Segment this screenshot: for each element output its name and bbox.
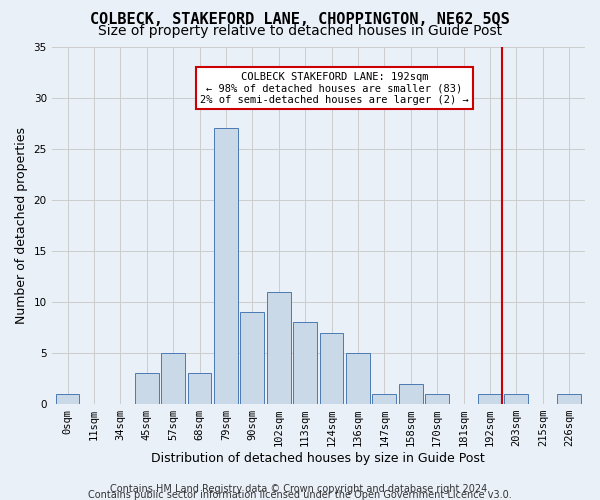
Bar [346,353,370,404]
Bar [214,128,238,404]
X-axis label: Distribution of detached houses by size in Guide Post: Distribution of detached houses by size … [151,452,485,465]
Bar [293,322,317,404]
Text: Contains HM Land Registry data © Crown copyright and database right 2024.: Contains HM Land Registry data © Crown c… [110,484,490,494]
Bar [373,394,396,404]
Text: COLBECK STAKEFORD LANE: 192sqm
← 98% of detached houses are smaller (83)
2% of s: COLBECK STAKEFORD LANE: 192sqm ← 98% of … [200,72,469,104]
Bar [188,374,211,404]
Bar [320,332,343,404]
Bar [56,394,79,404]
Bar [425,394,449,404]
Bar [478,394,502,404]
Bar [267,292,290,404]
Bar [241,312,264,404]
Bar [505,394,528,404]
Bar [161,353,185,404]
Text: Contains public sector information licensed under the Open Government Licence v3: Contains public sector information licen… [88,490,512,500]
Y-axis label: Number of detached properties: Number of detached properties [15,127,28,324]
Bar [557,394,581,404]
Bar [399,384,422,404]
Text: COLBECK, STAKEFORD LANE, CHOPPINGTON, NE62 5QS: COLBECK, STAKEFORD LANE, CHOPPINGTON, NE… [90,12,510,28]
Bar [135,374,158,404]
Text: Size of property relative to detached houses in Guide Post: Size of property relative to detached ho… [98,24,502,38]
